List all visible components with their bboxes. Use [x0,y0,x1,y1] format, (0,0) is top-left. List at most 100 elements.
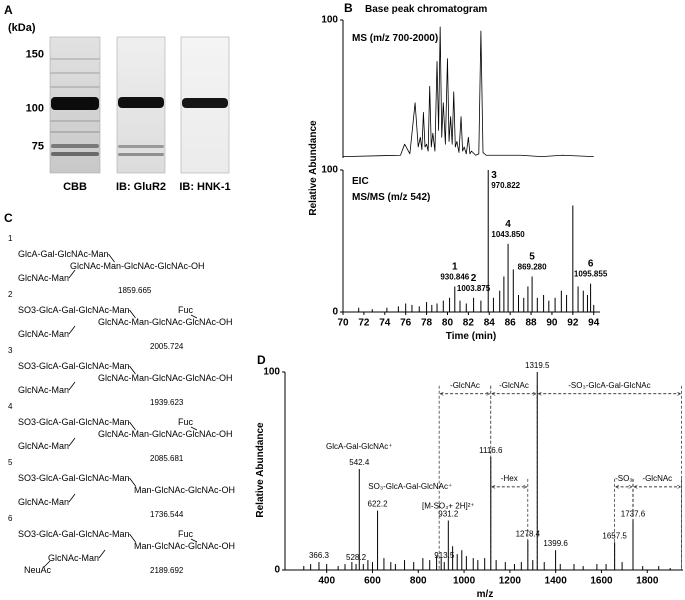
peak-label: 1399.6 [543,539,568,548]
structure-bond [190,538,198,543]
peak-label: 542.4 [349,458,370,467]
y-tick-label: 100 [263,367,280,378]
x-tick-label: 600 [364,576,381,587]
x-tick-label: 1600 [590,576,613,587]
peak-label: 622.2 [368,500,389,509]
peak-label: 1319.5 [525,361,550,370]
x-axis-label: m/z [477,589,494,600]
x-tick-label: 1200 [499,576,522,587]
structure-bond [190,426,198,431]
structure-core: Man-GlcNAc-GlcNAc-OH [134,541,235,551]
structure-antenna: SO3-GlcA-Gal-GlcNAc-Man [18,417,130,427]
peak-label: 528.2 [346,553,367,562]
structure-mass: 1736.544 [150,510,184,519]
y-tick-label: 100 [321,165,338,176]
peak-mz: 970.822 [491,181,520,190]
gel-band [50,58,100,60]
lane-label: CBB [63,181,87,193]
structure-antenna: GlcNAc-Man [18,497,69,507]
x-tick-label: 82 [463,318,475,329]
y-tick-label: 100 [321,15,338,26]
annotation: GlcA-Gal-GlcNAc⁺ [326,442,392,451]
gel-band [182,98,228,108]
arrow-label: -Hex [501,474,518,483]
structure-number: 6 [8,514,13,523]
peak-mz: 1043.850 [491,230,525,239]
gel-band [50,131,100,133]
chart-subtitle: MS/MS (m/z 542) [352,192,430,203]
panel-label: C [4,211,13,225]
structure-fuc: Fuc [178,417,194,427]
structure-bond [129,309,136,319]
x-tick-label: 84 [484,318,496,329]
peak-mz: 1095.855 [574,270,608,279]
panel-label: A [4,3,13,17]
gel-band [51,152,99,156]
structure-bond [98,549,106,559]
gel-band [118,153,164,156]
x-tick-label: 1400 [545,576,568,587]
arrow-label: -GlcNAc [450,381,480,390]
chart-subtitle: MS (m/z 700-2000) [352,33,438,44]
structure-bond [43,560,51,568]
x-tick-label: 86 [505,318,517,329]
gel-band [118,145,164,148]
arrow-label: -GlcNAc [642,474,672,483]
structure-bond [190,314,198,319]
panel-label: D [257,353,266,367]
structure-fuc: Fuc [178,305,194,315]
x-tick-label: 400 [318,576,335,587]
structure-bond [68,325,76,335]
gel-marker-label: 75 [32,141,44,153]
x-tick-label: 90 [546,318,558,329]
y-axis-label: Relative Abundance [308,120,319,216]
annotation: SO₃-GlcA-Gal-GlcNAc⁺ [368,482,452,491]
peak-label: 366.3 [309,551,330,560]
peak-label: 1278.4 [516,529,541,538]
structure-antenna: SO3-GlcA-Gal-GlcNAc-Man [18,361,130,371]
peak-number: 5 [529,252,535,263]
structure-number: 5 [8,458,13,467]
structure-number: 3 [8,346,13,355]
arrow-label: -SO₃ [615,474,632,483]
structure-bond [108,253,115,263]
y-axis-label: Relative Abundance [255,422,266,518]
x-tick-label: 1000 [453,576,476,587]
chart-title: Base peak chromatogram [365,4,487,15]
structure-antenna: GlcNAc-Man [48,553,99,563]
lane-label: IB: HNK-1 [179,181,230,193]
structure-antenna: SO3-GlcA-Gal-GlcNAc-Man [18,473,130,483]
x-tick-label: 70 [337,318,349,329]
structure-bond [129,365,136,375]
structure-bond [68,381,76,391]
structure-core: GlcNAc-Man-GlcNAc-GlcNAc-OH [70,261,205,271]
gel-unit: (kDa) [8,22,36,34]
structure-antenna: GlcNAc-Man [18,329,69,339]
structure-core: GlcNAc-Man-GlcNAc-GlcNAc-OH [98,429,233,439]
structure-bond [129,421,136,431]
chromatogram-line [342,26,594,158]
x-tick-label: 1800 [636,576,659,587]
gel-marker-label: 100 [26,102,44,114]
peak-number: 3 [491,170,497,181]
structure-number: 4 [8,402,13,411]
peak-label: 931.2 [438,510,459,519]
x-tick-label: 72 [358,318,370,329]
gel-marker-label: 150 [26,48,44,60]
peak-number: 6 [588,259,594,270]
structure-mass: 2189.692 [150,566,184,575]
lane-label: IB: GluR2 [116,181,166,193]
x-tick-label: 76 [400,318,412,329]
structure-bond [68,437,76,447]
peak-label: 913.5 [434,551,455,560]
structure-bond [129,477,136,487]
peak-mz: 930.846 [440,272,469,281]
gel-band [51,97,99,110]
structure-mass: 1939.623 [150,398,184,407]
peak-mz: 869.280 [518,263,547,272]
peak-number: 2 [471,273,477,284]
structure-core: GlcNAc-Man-GlcNAc-GlcNAc-OH [98,373,233,383]
structure-mass: 1859.665 [118,286,152,295]
